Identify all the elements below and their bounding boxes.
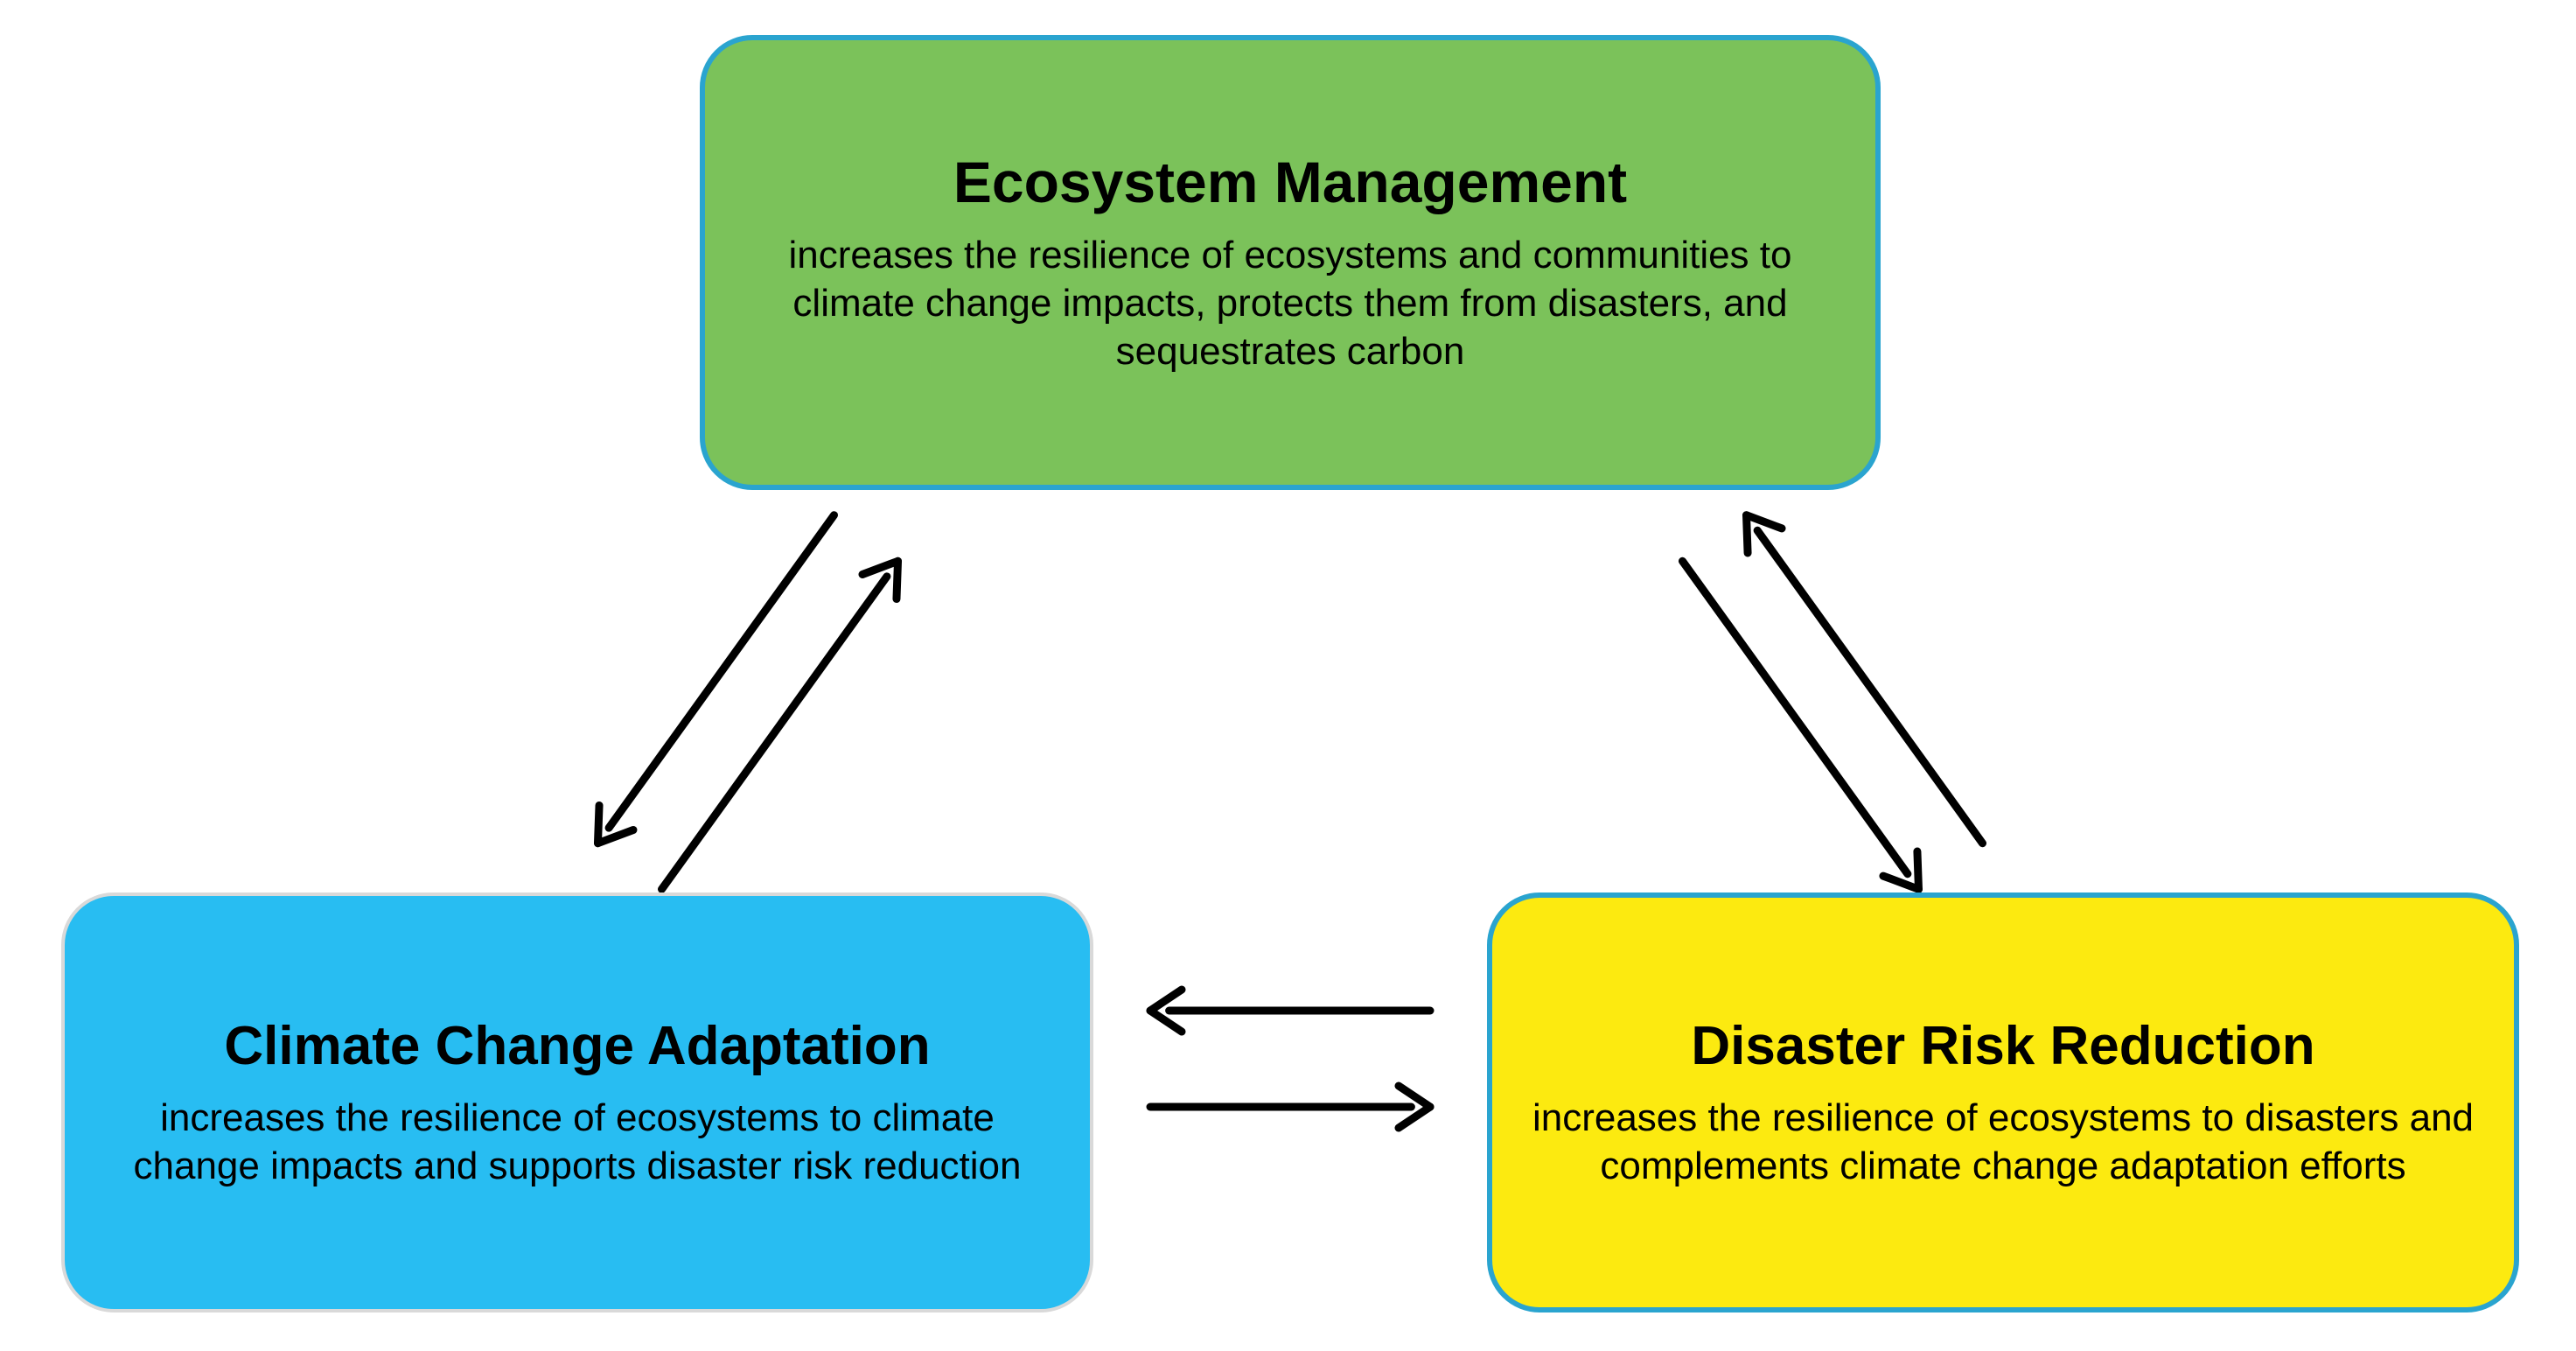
node-ecosystem-title: Ecosystem Management <box>953 150 1627 216</box>
node-climate-title: Climate Change Adaptation <box>224 1015 930 1077</box>
node-ecosystem-management: Ecosystem Management increases the resil… <box>700 35 1881 490</box>
node-disaster-title: Disaster Risk Reduction <box>1691 1015 2314 1077</box>
node-climate-change-adaptation: Climate Change Adaptation increases the … <box>61 892 1093 1312</box>
node-climate-body: increases the resilience of ecosystems t… <box>100 1094 1055 1190</box>
node-ecosystem-body: increases the resilience of ecosystems a… <box>740 231 1840 375</box>
diagram-canvas: Ecosystem Management increases the resil… <box>0 0 2576 1351</box>
node-disaster-body: increases the resilience of ecosystems t… <box>1527 1094 2479 1190</box>
node-disaster-risk-reduction: Disaster Risk Reduction increases the re… <box>1487 892 2519 1312</box>
